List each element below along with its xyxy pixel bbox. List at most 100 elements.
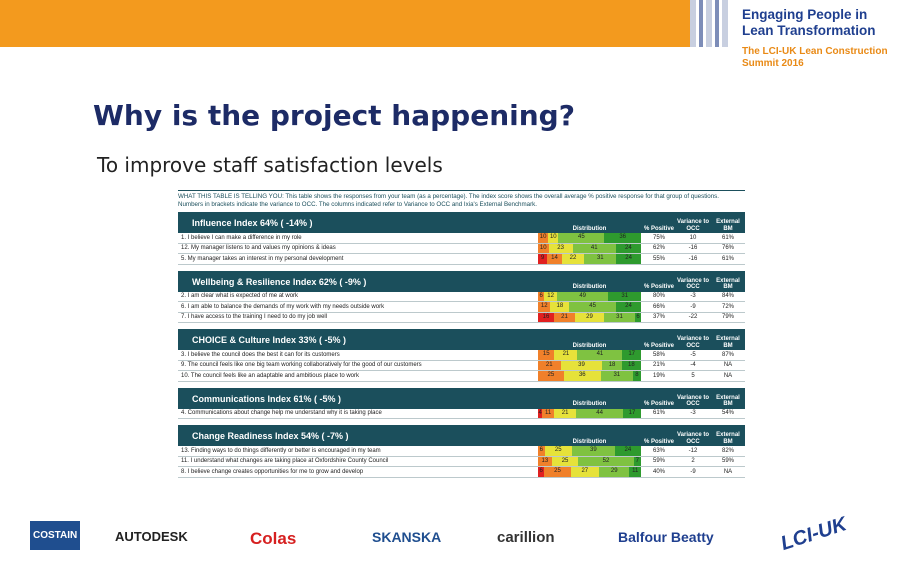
column-header: % Positive: [643, 438, 674, 445]
question: 8. I believe change creates opportunitie…: [181, 468, 364, 475]
variance-occ: -4: [690, 362, 696, 368]
percent-positive: 19%: [652, 372, 665, 379]
variance-occ: 10: [689, 234, 697, 241]
column-header: % Positive: [643, 401, 674, 407]
distribution-segment: 25: [551, 456, 579, 466]
external-bm: NA: [723, 372, 733, 379]
table-row: 11. I understand what changes are taking…: [178, 456, 745, 467]
percent-positive: 66%: [652, 303, 665, 310]
sponsor-logo: carillion: [497, 529, 555, 546]
distribution-segment: 7: [633, 456, 641, 466]
question: 6. I am able to balance the demands of m…: [181, 303, 385, 310]
column-header: Variance to OCC: [676, 432, 709, 445]
distribution-segment: 21: [553, 408, 577, 418]
sponsor-logo: Colas: [250, 529, 297, 548]
distribution-segment: 11: [629, 467, 642, 477]
section-header: Communications Index 61% ( -5% ) Distribu…: [178, 387, 745, 409]
external-bm: 76%: [721, 245, 734, 251]
section-header: Change Readiness Index 54% ( -7% ) Distri…: [178, 425, 745, 446]
question: 4. Communications about change help me u…: [181, 410, 382, 416]
variance-occ: -5: [690, 351, 696, 358]
column-header: External BM: [716, 277, 740, 291]
distribution-segment: 27: [570, 467, 599, 477]
section-title: Change Readiness Index 54% ( -7% ): [192, 431, 349, 441]
question: 11. I understand what changes are taking…: [181, 458, 389, 464]
column-header: Distribution: [572, 438, 607, 445]
section-header: Influence Index 64% ( -14% ) Distribution…: [178, 212, 745, 233]
external-bm: 82%: [721, 447, 734, 454]
table-intro: WHAT THIS TABLE IS TELLING YOU: This tab…: [178, 193, 719, 208]
column-header: Distribution: [572, 342, 607, 349]
external-bm: 54%: [721, 410, 734, 416]
distribution-segment: 24: [616, 254, 641, 264]
distribution-segment: 10: [538, 233, 549, 243]
distribution-segment: 18: [621, 360, 641, 370]
column-header: External BM: [716, 432, 740, 445]
variance-occ: -9: [690, 468, 696, 475]
distribution-segment: 39: [571, 446, 615, 456]
question: 7. I have access to the training I need …: [181, 314, 328, 320]
section: CHOICE & Culture Index 33% ( -5% ) Distri…: [178, 329, 745, 382]
percent-positive: 75%: [652, 234, 665, 241]
distribution-segment: 12: [538, 302, 551, 312]
distribution-segment: 21: [538, 360, 561, 370]
external-bm: 79%: [721, 314, 734, 320]
external-bm: 87%: [721, 351, 734, 358]
section: Influence Index 64% ( -14% ) Distribution…: [178, 212, 745, 265]
percent-positive: 21%: [652, 362, 665, 368]
external-bm: 72%: [721, 303, 734, 310]
table-row: 3. I believe the council does the best i…: [178, 350, 745, 361]
section-title: Communications Index 61% ( -5% ): [192, 393, 342, 404]
header-subtitle: The LCI-UK Lean Construction Summit 2016: [742, 46, 888, 69]
distribution-segment: 9: [538, 254, 548, 264]
distribution-segment: 8: [632, 371, 641, 381]
sponsor-logo: Balfour Beatty: [618, 529, 714, 545]
distribution-segment: 25: [538, 371, 564, 381]
column-header: Variance to OCC: [676, 336, 709, 349]
distribution-segment: 6: [538, 446, 545, 456]
column-header: Variance to OCC: [676, 277, 709, 291]
question: 3. I believe the council does the best i…: [181, 351, 340, 358]
percent-positive: 62%: [652, 245, 665, 251]
column-header: Variance to OCC: [676, 219, 709, 232]
distribution-bar: 6 12 49 31: [538, 291, 641, 301]
distribution-segment: 17: [622, 408, 641, 418]
column-header: External BM: [716, 394, 740, 408]
variance-occ: -16: [688, 255, 698, 262]
logo-strip: COSTAIN AUTODESK Colas SKANSKA carillion Balf…: [0, 513, 907, 560]
section-title: Wellbeing & Resilience Index 62% ( -9% ): [192, 276, 367, 287]
column-header: External BM: [716, 336, 740, 349]
distribution-segment: 16: [538, 312, 554, 322]
distribution-segment: 31: [604, 312, 635, 322]
distribution-segment: 49: [556, 291, 609, 301]
distribution-segment: 31: [600, 371, 633, 381]
question: 10. The council feels like an adaptable …: [181, 372, 359, 379]
distribution-segment: 24: [615, 243, 641, 253]
distribution-segment: 18: [602, 360, 622, 370]
distribution-bar: 6 25 27 29 11: [538, 467, 642, 477]
external-bm: NA: [723, 362, 733, 368]
distribution-segment: 12: [544, 291, 557, 301]
section: Change Readiness Index 54% ( -7% ) Distri…: [178, 425, 745, 478]
distribution-bar: 16 21 29 31 6: [538, 312, 641, 322]
distribution-bar: 4 11 21 44 17: [538, 408, 641, 418]
distribution-segment: 21: [554, 312, 575, 322]
table-row: 1. I believe I can make a difference in …: [178, 233, 745, 244]
distribution-segment: 45: [558, 233, 605, 243]
distribution-segment: 44: [576, 408, 623, 418]
sponsor-logo: AUTODESK: [115, 529, 188, 544]
table-row: 4. Communications about change help me u…: [178, 408, 745, 419]
distribution-segment: 10: [538, 243, 549, 253]
column-header: % Positive: [643, 284, 674, 290]
sponsor-logo: SKANSKA: [372, 529, 442, 545]
variance-occ: -9: [690, 303, 696, 310]
table-row: 6. I am able to balance the demands of m…: [178, 302, 745, 313]
survey-table: WHAT THIS TABLE IS TELLING YOU: This tab…: [178, 190, 745, 484]
distribution-segment: 18: [550, 302, 570, 312]
distribution-segment: 6: [538, 291, 545, 301]
variance-occ: -3: [690, 293, 696, 299]
distribution-segment: 15: [538, 350, 555, 360]
percent-positive: 40%: [652, 468, 665, 475]
table-row: 5. My manager takes an interest in my pe…: [178, 254, 745, 265]
